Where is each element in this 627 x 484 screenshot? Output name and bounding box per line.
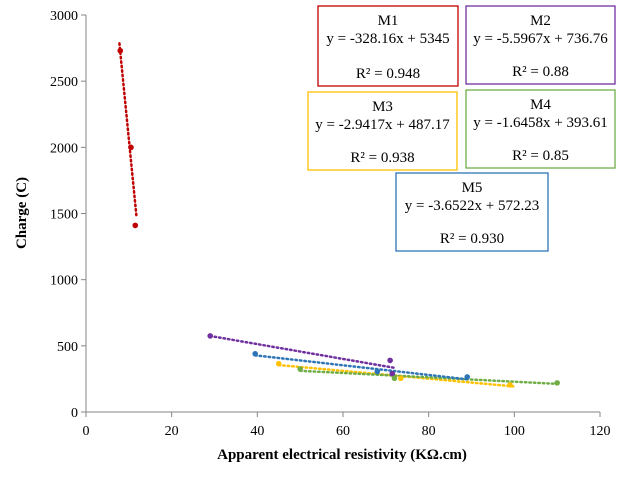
y-tick-label: 2500 <box>50 75 78 90</box>
y-tick-label: 3000 <box>50 9 78 24</box>
y-tick-label: 500 <box>57 340 78 355</box>
equation-m1: y = -328.16x + 5345 <box>326 31 449 47</box>
trendlines <box>118 42 559 388</box>
equation-box-border-m1 <box>317 5 459 87</box>
y-tick-label: 2000 <box>50 141 78 156</box>
data-point-m2-2 <box>387 357 393 364</box>
series-name-m2: M2 <box>530 13 551 29</box>
series-name-m5: M5 <box>462 180 483 196</box>
y-tick-label: 0 <box>71 406 78 421</box>
r-squared-m5: R² = 0.930 <box>440 231 504 247</box>
y-tick-label: 1500 <box>50 208 78 223</box>
data-point-m3-1 <box>275 360 282 367</box>
x-tick-label: 100 <box>504 424 525 439</box>
equation-box-m1: M1 y = -328.16x + 5345 R² = 0.948 <box>317 5 459 87</box>
x-tick-label: 40 <box>250 424 264 439</box>
equation-box-border-m4 <box>465 89 616 169</box>
y-tick-label: 1000 <box>50 274 78 289</box>
y-axis-title: Charge (C) <box>14 177 30 249</box>
data-point-m3-3 <box>507 382 513 388</box>
equation-box-border-m5 <box>395 172 549 252</box>
trendline-m4 <box>298 369 559 386</box>
data-point-m2-3 <box>389 370 396 377</box>
data-point-m5-1 <box>252 350 258 357</box>
trendline-m5 <box>253 354 469 381</box>
r-squared-m2: R² = 0.88 <box>512 64 569 80</box>
series-name-m4: M4 <box>530 97 551 113</box>
equation-m3: y = -2.9417x + 487.17 <box>315 117 450 133</box>
x-tick-label: 60 <box>336 424 350 439</box>
equation-m2: y = -5.5967x + 736.76 <box>473 31 608 47</box>
data-point-m1-3 <box>132 222 139 229</box>
data-point-m1-2 <box>128 144 134 151</box>
equation-box-m4: M4 y = -1.6458x + 393.61 R² = 0.85 <box>465 89 616 169</box>
equation-box-m5: M5 y = -3.6522x + 572.23 R² = 0.930 <box>395 172 549 252</box>
data-point-m4-2 <box>391 375 398 382</box>
equation-box-border-m3 <box>307 91 458 171</box>
data-point-m1-1 <box>117 47 124 54</box>
equation-box-m2: M2 y = -5.5967x + 736.76 R² = 0.88 <box>465 5 616 85</box>
equation-m4: y = -1.6458x + 393.61 <box>473 115 607 131</box>
data-point-m4-3 <box>554 380 560 386</box>
data-point-m3-2 <box>398 375 404 382</box>
data-point-m5-3 <box>464 374 471 380</box>
data-point-m5-2 <box>374 368 381 375</box>
x-axis-title: Apparent electrical resistivity (KΩ.cm) <box>217 447 467 463</box>
r-squared-m3: R² = 0.938 <box>350 150 414 166</box>
data-points <box>117 47 560 388</box>
x-tick-label: 80 <box>422 424 436 439</box>
equation-box-m3: M3 y = -2.9417x + 487.17 R² = 0.938 <box>307 91 458 171</box>
r-squared-m4: R² = 0.85 <box>512 148 569 164</box>
series-name-m3: M3 <box>372 99 393 115</box>
x-tick-label: 0 <box>83 424 90 439</box>
data-point-m2-1 <box>207 333 214 339</box>
data-point-m4-1 <box>297 366 303 372</box>
series-name-m1: M1 <box>378 13 399 29</box>
trendline-m1 <box>118 42 138 219</box>
r-squared-m1: R² = 0.948 <box>356 66 420 82</box>
x-tick-label: 20 <box>165 424 179 439</box>
trendline-m2 <box>208 334 396 370</box>
equation-boxes: M1 y = -328.16x + 5345 R² = 0.948 M2 y = -5.… <box>307 5 616 252</box>
equation-m5: y = -3.6522x + 572.23 <box>405 198 539 214</box>
x-tick-label: 120 <box>590 424 611 439</box>
equation-box-border-m2 <box>465 5 616 85</box>
axes: 0 500 1000 1500 2000 2500 3000 0 20 40 60 80 100 120 <box>50 9 611 439</box>
